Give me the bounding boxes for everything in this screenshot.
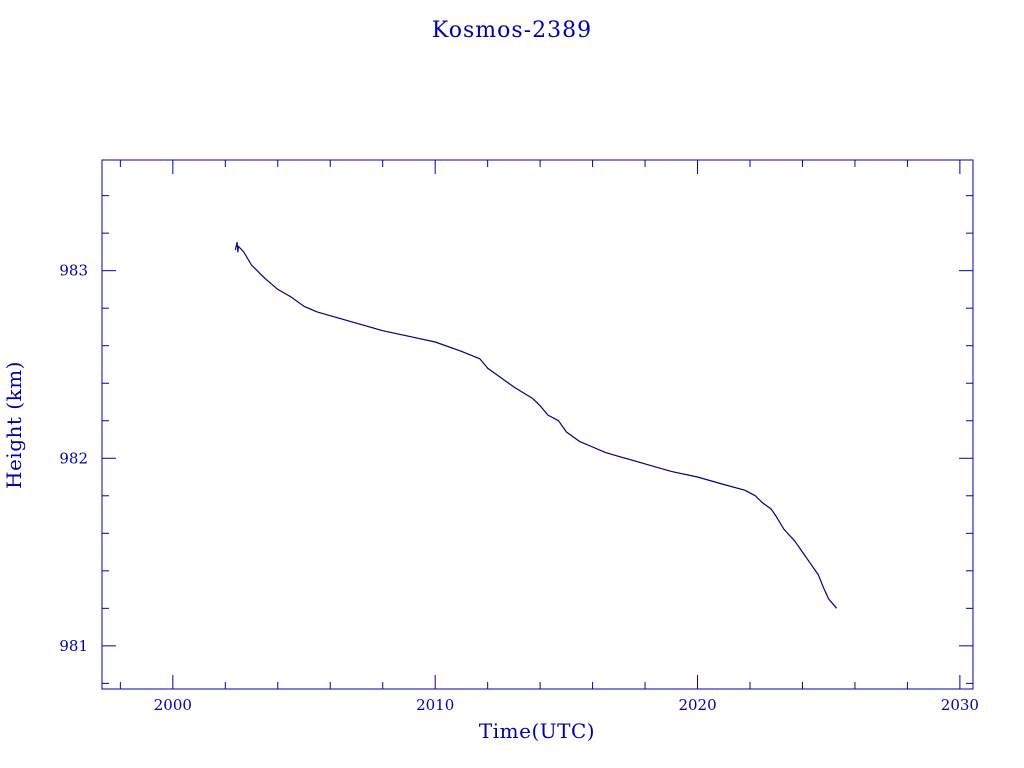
chart-title: Kosmos-2389 (432, 18, 592, 43)
tick-labels: 2000 2010 2020 2030 981 982 983 (59, 262, 979, 714)
y-tick-label: 981 (59, 637, 88, 655)
axis-ticks (102, 160, 973, 689)
plot-frame (101, 159, 974, 690)
x-axis-label: Time(UTC) (479, 719, 595, 743)
x-tick-label: 2010 (416, 696, 454, 714)
y-tick-label: 982 (59, 449, 88, 467)
series-layer (234, 241, 838, 609)
series-line-0 (234, 241, 838, 609)
x-tick-label: 2030 (941, 696, 979, 714)
y-axis-label: Height (km) (2, 361, 26, 489)
x-tick-label: 2020 (678, 696, 716, 714)
y-tick-label: 983 (59, 262, 88, 280)
x-tick-label: 2000 (154, 696, 192, 714)
